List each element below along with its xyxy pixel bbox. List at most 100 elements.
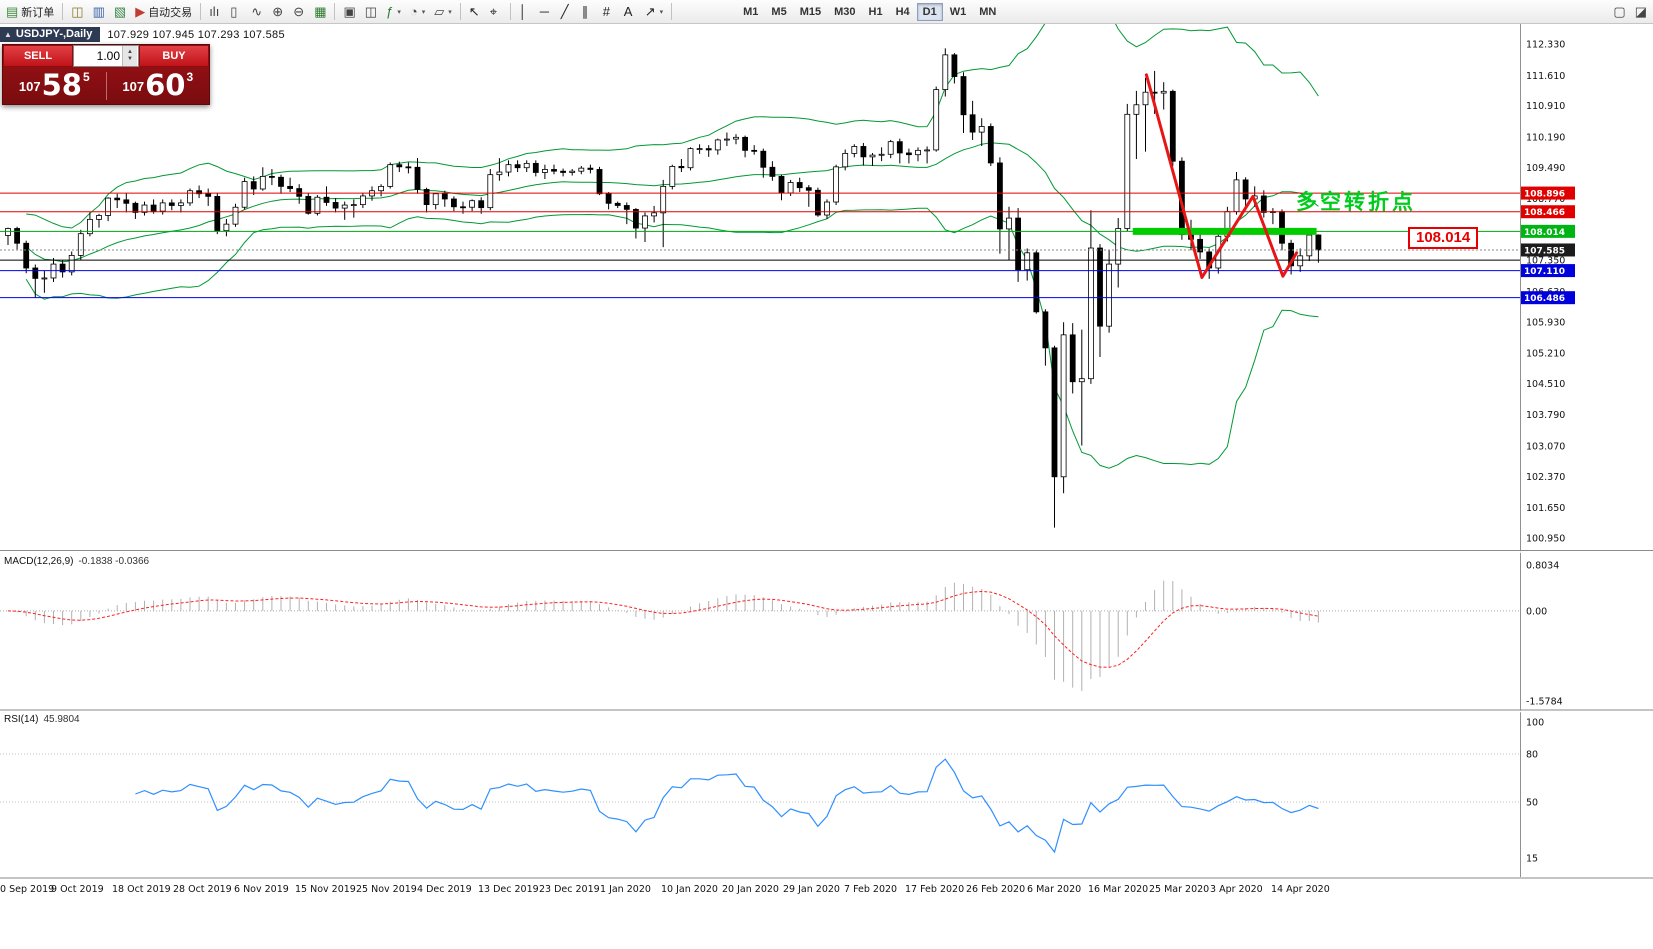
volume-spin-buttons: ▲ ▼ bbox=[122, 46, 137, 66]
rsi-axis-label: 15 bbox=[1526, 854, 1538, 865]
autotrade-icon: ▶ bbox=[135, 4, 146, 19]
ask-price[interactable]: 107 60 3 bbox=[107, 70, 210, 102]
price-scale-bg bbox=[1521, 24, 1653, 949]
arrows-button[interactable]: ↗ ▾ bbox=[641, 2, 667, 22]
bid-price[interactable]: 107 58 5 bbox=[3, 70, 106, 102]
toolbar-separator bbox=[509, 3, 511, 20]
zoom-out-button[interactable]: ⊖ bbox=[289, 2, 309, 22]
chevron-down-icon: ▾ bbox=[397, 8, 401, 16]
text-button[interactable]: A bbox=[620, 2, 640, 22]
templates-button[interactable]: ▱ ▾ bbox=[430, 2, 456, 22]
candle-body bbox=[578, 167, 585, 172]
timeframe-m30-button[interactable]: M30 bbox=[828, 3, 861, 21]
zoom-out-icon: ⊖ bbox=[293, 4, 305, 19]
crosshair-button[interactable]: ⌖ bbox=[486, 2, 506, 22]
candle-body bbox=[396, 164, 403, 168]
candle-body bbox=[915, 149, 921, 156]
candle-body bbox=[469, 200, 476, 208]
autotrade-button[interactable]: ▶ 自动交易 bbox=[131, 2, 196, 22]
hline-button[interactable]: ─ bbox=[536, 2, 556, 22]
zoom-in-button[interactable]: ⊕ bbox=[268, 2, 288, 22]
price-badge-text: 108.014 bbox=[1524, 228, 1565, 238]
toolbar-separator bbox=[62, 3, 64, 20]
toolbar-separator bbox=[671, 3, 673, 20]
bollinger-upper bbox=[26, 24, 1319, 229]
new-order-button[interactable]: ▤ 新订单 bbox=[2, 2, 58, 22]
indicators-button[interactable]: ƒ ▾ bbox=[382, 2, 405, 22]
tile-windows-button[interactable]: ▦ bbox=[310, 2, 330, 22]
trend-zigzag[interactable] bbox=[1144, 73, 1299, 279]
templates-icon: ▱ bbox=[434, 4, 445, 19]
timeframe-m15-button[interactable]: M15 bbox=[794, 3, 827, 21]
chevron-down-icon: ▾ bbox=[448, 8, 452, 16]
market-watch-button[interactable]: ◫ bbox=[67, 2, 87, 22]
news-button[interactable]: ◪ bbox=[1631, 2, 1651, 22]
fibo-button[interactable]: # bbox=[599, 2, 619, 22]
volume-input[interactable] bbox=[74, 46, 122, 66]
support-price-tag[interactable]: 108.014 bbox=[1408, 227, 1479, 249]
candle-body bbox=[68, 255, 75, 273]
toolbar-separator bbox=[200, 3, 202, 20]
timeframe-h1-button[interactable]: H1 bbox=[863, 3, 889, 21]
candle-body bbox=[960, 76, 967, 116]
rsi-label: RSI(14) 45.9804 bbox=[4, 714, 80, 725]
candle-body bbox=[851, 146, 858, 154]
timeframe-m5-button[interactable]: M5 bbox=[765, 3, 792, 21]
chart-shift-button[interactable]: ◫ bbox=[361, 2, 381, 22]
date-label: 30 Sep 2019 bbox=[0, 884, 54, 895]
candle-body bbox=[532, 162, 539, 173]
channel-button[interactable]: ∥ bbox=[578, 2, 598, 22]
line-chart-button[interactable]: ∿ bbox=[247, 2, 267, 22]
arrows-icon: ↗ bbox=[644, 4, 656, 19]
trendline-button[interactable]: ╱ bbox=[557, 2, 577, 22]
candle-body bbox=[1078, 378, 1085, 383]
candle-body bbox=[205, 193, 212, 197]
bar-chart-button[interactable]: ılı bbox=[205, 2, 225, 22]
candle-body bbox=[487, 174, 494, 209]
bid-ask-row: 107 58 5 107 60 3 bbox=[3, 67, 209, 104]
volume-stepper[interactable]: ▲ ▼ bbox=[73, 45, 139, 67]
rsi-axis-label: 100 bbox=[1526, 718, 1544, 729]
navigator-button[interactable]: ▧ bbox=[110, 2, 130, 22]
sell-button[interactable]: SELL bbox=[3, 45, 73, 67]
chart-canvas[interactable]: 112.330111.610110.910110.190109.490108.7… bbox=[0, 24, 1653, 949]
indicators-icon: ƒ bbox=[386, 4, 394, 19]
candle-body bbox=[769, 166, 776, 177]
candle-body bbox=[542, 169, 548, 173]
cursor-button[interactable]: ↖ bbox=[465, 2, 485, 22]
price-tick: 111.610 bbox=[1526, 71, 1565, 82]
candle-body bbox=[778, 175, 785, 194]
periods-button[interactable]: ◔ ▾ bbox=[406, 2, 429, 22]
price-tick: 102.370 bbox=[1526, 472, 1565, 483]
date-label: 1 Jan 2020 bbox=[600, 884, 651, 895]
date-label: 6 Nov 2019 bbox=[234, 884, 289, 895]
auto-scroll-button[interactable]: ▣ bbox=[339, 2, 359, 22]
volume-down-button[interactable]: ▼ bbox=[127, 56, 133, 62]
chat-button[interactable]: ▢ bbox=[1609, 2, 1629, 22]
volume-up-button[interactable]: ▲ bbox=[127, 49, 133, 55]
toolbar: ▤ 新订单 ◫ ▥ ▧ ▶ 自动交易 ılı ▯ ∿ ⊕ ⊖ ▦ ▣ ◫ ƒ ▾ ◔ ▾ ▱ ▾ ↖ ⌖ │ ─ ╱ ∥ # A ↗ ▾ M1… bbox=[0, 0, 1653, 24]
candle-body bbox=[805, 187, 812, 191]
candle-body bbox=[478, 200, 485, 209]
timeframe-m1-button[interactable]: M1 bbox=[737, 3, 764, 21]
timeframe-h4-button[interactable]: H4 bbox=[890, 3, 916, 21]
turning-point-annotation[interactable]: 多空转折点 bbox=[1296, 191, 1416, 214]
candle-body bbox=[906, 152, 912, 156]
data-window-button[interactable]: ▥ bbox=[89, 2, 109, 22]
candle-body bbox=[441, 193, 448, 200]
toolbar-separator bbox=[334, 3, 336, 20]
date-label: 29 Jan 2020 bbox=[783, 884, 840, 895]
buy-button[interactable]: BUY bbox=[139, 45, 209, 67]
timeframe-w1-button[interactable]: W1 bbox=[944, 3, 973, 21]
candle-body bbox=[1024, 252, 1031, 271]
timeframe-mn-button[interactable]: MN bbox=[973, 3, 1002, 21]
tile-windows-icon: ▦ bbox=[314, 4, 327, 19]
timeframe-d1-button[interactable]: D1 bbox=[916, 2, 943, 21]
vline-button[interactable]: │ bbox=[515, 2, 535, 22]
candle-body bbox=[1169, 90, 1176, 162]
price-tick: 103.790 bbox=[1526, 410, 1565, 421]
candle-chart-button[interactable]: ▯ bbox=[226, 2, 246, 22]
candle-body bbox=[305, 195, 312, 214]
